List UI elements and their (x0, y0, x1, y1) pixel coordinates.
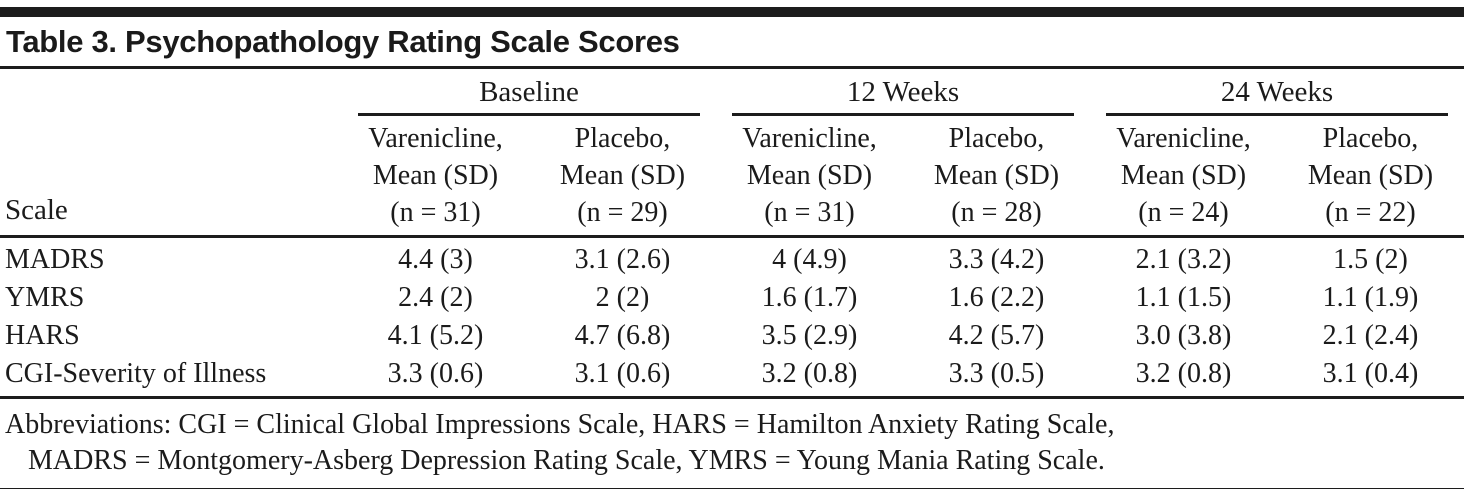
table-title: Table 3. Psychopathology Rating Scale Sc… (6, 24, 680, 59)
value-cell: 3.3 (0.5) (903, 355, 1090, 400)
abbreviations-footnote: Abbreviations: CGI = Clinical Global Imp… (0, 399, 1464, 488)
group-header-12-weeks: 12 Weeks (716, 69, 1090, 117)
group-label-12-weeks: 12 Weeks (732, 76, 1074, 117)
column-measure-label: Mean (SD) (746, 160, 873, 192)
value-cell: 3.2 (0.8) (716, 355, 903, 400)
column-header-scale: Scale (0, 116, 342, 239)
scale-cell: HARS (5, 320, 80, 352)
column-n-label: (n = 22) (1325, 197, 1416, 229)
column-n-label: (n = 31) (764, 197, 855, 229)
group-header-24-weeks: 24 Weeks (1090, 69, 1464, 117)
value-cell: 2 (2) (595, 282, 650, 314)
column-measure-label: Mean (SD) (1307, 160, 1434, 192)
value-cell: 4.4 (3) (398, 244, 473, 276)
group-label-24-weeks: 24 Weeks (1106, 76, 1448, 117)
value-cell: 3.1 (0.6) (529, 355, 716, 400)
footnote-line-2: MADRS = Montgomery-Asberg Depression Rat… (28, 445, 1105, 477)
column-drug-label: Placebo, (1322, 123, 1419, 155)
column-n-label: (n = 31) (390, 197, 481, 229)
value-cell: 1.5 (2) (1333, 244, 1408, 276)
column-measure-label: Mean (SD) (559, 160, 686, 192)
value-cell: 2.4 (2) (398, 282, 473, 314)
value-cell: 1.1 (1.9) (1322, 282, 1419, 314)
column-header-row: Scale Varenicline, Mean (SD) (n = 31) Pl… (0, 116, 1464, 239)
column-drug-label: Placebo, (574, 123, 671, 155)
value-cell: 2.1 (3.2) (1135, 244, 1232, 276)
column-header-12-weeks-placebo: Placebo, Mean (SD) (n = 28) (903, 116, 1090, 239)
scale-column-spacer (0, 69, 342, 117)
value-cell: 3.0 (3.8) (1135, 320, 1232, 352)
value-cell: 3.3 (4.2) (948, 244, 1045, 276)
column-measure-label: Mean (SD) (933, 160, 1060, 192)
column-header-baseline-placebo: Placebo, Mean (SD) (n = 29) (529, 116, 716, 239)
top-rule (0, 7, 1464, 17)
column-header-24-weeks-varenicline: Varenicline, Mean (SD) (n = 24) (1090, 116, 1277, 239)
column-drug-label: Varenicline, (742, 123, 877, 155)
column-header-baseline-varenicline: Varenicline, Mean (SD) (n = 31) (342, 116, 529, 239)
scale-cell: YMRS (5, 282, 85, 314)
value-cell: 3.1 (0.4) (1277, 355, 1464, 400)
group-header-baseline: Baseline (342, 69, 716, 117)
table-row-cgi: CGI-Severity of Illness 3.3 (0.6) 3.1 (0… (0, 355, 1464, 400)
scale-cell: MADRS (5, 244, 105, 276)
group-label-baseline: Baseline (358, 76, 700, 117)
column-n-label: (n = 29) (577, 197, 668, 229)
value-cell: 3.2 (0.8) (1090, 355, 1277, 400)
column-header-24-weeks-placebo: Placebo, Mean (SD) (n = 22) (1277, 116, 1464, 239)
column-drug-label: Varenicline, (368, 123, 503, 155)
value-cell: 4.7 (6.8) (574, 320, 671, 352)
column-n-label: (n = 28) (951, 197, 1042, 229)
table-row-ymrs: YMRS 2.4 (2) 2 (2) 1.6 (1.7) 1.6 (2.2) 1… (0, 279, 1464, 317)
column-header-12-weeks-varenicline: Varenicline, Mean (SD) (n = 31) (716, 116, 903, 239)
value-cell: 1.1 (1.5) (1135, 282, 1232, 314)
scale-cell: CGI-Severity of Illness (0, 355, 342, 400)
value-cell: 4.2 (5.7) (948, 320, 1045, 352)
value-cell: 2.1 (2.4) (1322, 320, 1419, 352)
table-row-hars: HARS 4.1 (5.2) 4.7 (6.8) 3.5 (2.9) 4.2 (… (0, 317, 1464, 355)
value-cell: 4.1 (5.2) (387, 320, 484, 352)
value-cell: 3.5 (2.9) (761, 320, 858, 352)
value-cell: 1.6 (2.2) (948, 282, 1045, 314)
column-drug-label: Placebo, (948, 123, 1045, 155)
value-cell: 4 (4.9) (772, 244, 847, 276)
column-measure-label: Mean (SD) (1120, 160, 1247, 192)
column-measure-label: Mean (SD) (372, 160, 499, 192)
group-header-row: Baseline 12 Weeks 24 Weeks (0, 69, 1464, 117)
column-drug-label: Varenicline, (1116, 123, 1251, 155)
column-n-label: (n = 24) (1138, 197, 1229, 229)
value-cell: 3.1 (2.6) (574, 244, 671, 276)
table-row-madrs: MADRS 4.4 (3) 3.1 (2.6) 4 (4.9) 3.3 (4.2… (0, 237, 1464, 280)
footnote-line-1: Abbreviations: CGI = Clinical Global Imp… (5, 409, 1115, 441)
title-rule (0, 65, 1464, 69)
value-cell: 1.6 (1.7) (761, 282, 858, 314)
value-cell: 3.3 (0.6) (342, 355, 529, 400)
psychopathology-scores-table: Baseline 12 Weeks 24 Weeks Scale Varenic… (0, 69, 1464, 400)
